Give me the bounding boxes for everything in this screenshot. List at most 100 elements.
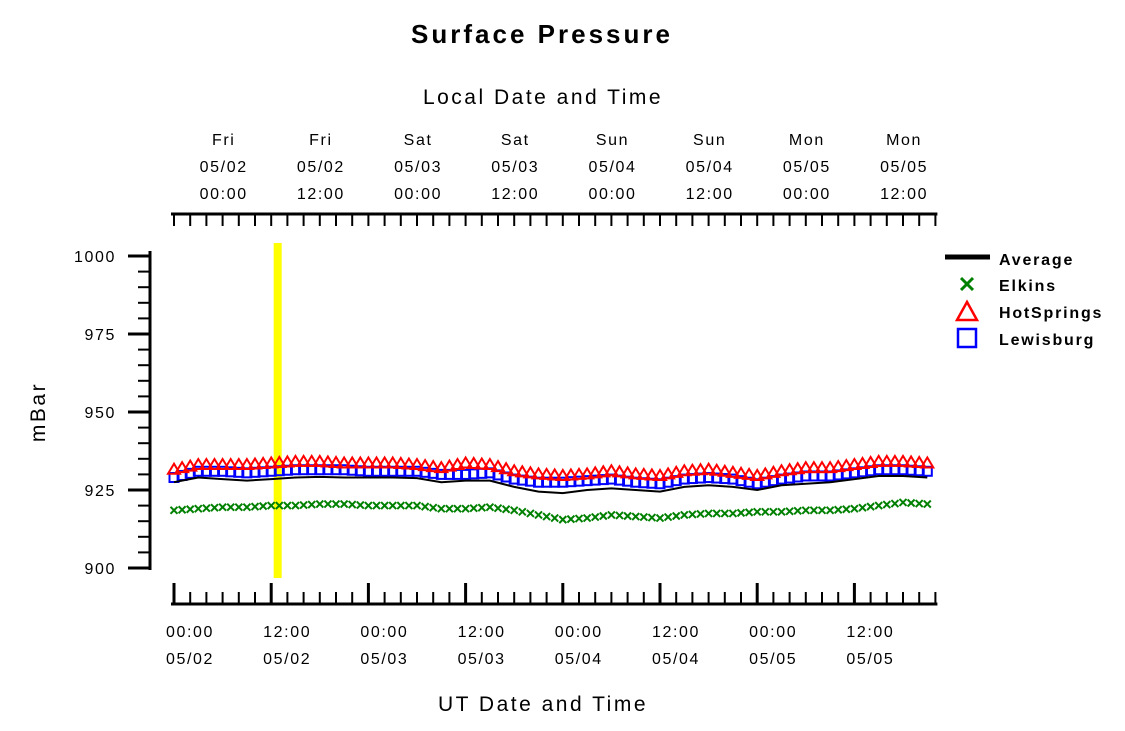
elkins-point bbox=[752, 507, 762, 517]
elkins-point bbox=[558, 515, 568, 524]
hotsprings-point bbox=[239, 457, 255, 471]
elkins-point bbox=[437, 504, 446, 513]
hotsprings-point bbox=[611, 464, 628, 478]
hotsprings-point bbox=[336, 455, 352, 469]
elkins-point bbox=[866, 502, 875, 511]
bottom-tick-date: 05/05 bbox=[846, 651, 894, 668]
hotsprings-point bbox=[287, 453, 304, 467]
bottom-tick-date: 05/02 bbox=[166, 651, 214, 668]
elkins-point bbox=[744, 508, 754, 517]
y-tick-label: 950 bbox=[85, 405, 117, 422]
elkins-point bbox=[307, 500, 316, 509]
elkins-point bbox=[226, 502, 235, 512]
elkins-point bbox=[250, 502, 260, 511]
elkins-point bbox=[234, 502, 244, 512]
top-tick-time: 12:00 bbox=[297, 186, 345, 203]
elkins-point bbox=[453, 504, 462, 513]
bottom-tick-time: 00:00 bbox=[360, 624, 408, 641]
x-axis-title: UT Date and Time bbox=[438, 693, 648, 716]
tick-label-layer: 900 925 950 975 1000 00:00 05/02 12:00 05/02 00:0… bbox=[74, 132, 928, 668]
elkins-point bbox=[202, 503, 211, 513]
elkins-point bbox=[218, 502, 227, 512]
chart-title: Surface Pressure bbox=[411, 19, 673, 49]
elkins-point bbox=[696, 509, 705, 519]
hotsprings-point bbox=[214, 457, 231, 471]
elkins-point bbox=[501, 505, 511, 514]
elkins-point bbox=[923, 499, 932, 509]
hotsprings-point bbox=[417, 458, 433, 472]
bottom-tick-date: 05/05 bbox=[749, 651, 797, 668]
hotsprings-point bbox=[919, 455, 936, 469]
bottom-tick-date: 05/03 bbox=[458, 651, 506, 668]
hotsprings-point bbox=[595, 464, 612, 478]
hotsprings-point bbox=[733, 465, 749, 479]
hotsprings-point bbox=[360, 455, 377, 469]
elkins-point bbox=[299, 500, 308, 510]
hotsprings-point bbox=[457, 455, 474, 469]
elkins-point bbox=[315, 499, 325, 509]
elkins-point bbox=[623, 511, 632, 521]
hotsprings-point bbox=[854, 456, 871, 469]
bottom-tick-time: 12:00 bbox=[458, 624, 506, 641]
elkins-point bbox=[509, 506, 519, 515]
hotsprings-point bbox=[271, 455, 288, 468]
hotsprings-point bbox=[401, 456, 417, 470]
hotsprings-point bbox=[538, 466, 555, 480]
elkins-point bbox=[210, 503, 219, 512]
elkins-point bbox=[534, 510, 543, 520]
elkins-point bbox=[396, 501, 406, 510]
y-axis-title: mBar bbox=[27, 382, 50, 442]
hotsprings-point bbox=[206, 457, 223, 471]
elkins-point bbox=[680, 510, 689, 520]
elkins-point bbox=[850, 504, 859, 513]
y-tick-label: 900 bbox=[85, 561, 117, 578]
hotsprings-point bbox=[603, 463, 620, 477]
legend-elkins-label: Elkins bbox=[999, 278, 1057, 295]
elkins-point bbox=[477, 503, 487, 512]
y-tick-label: 925 bbox=[85, 483, 117, 500]
elkins-point bbox=[833, 505, 843, 514]
elkins-point bbox=[283, 501, 292, 510]
elkins-point bbox=[712, 509, 721, 518]
elkins-point bbox=[242, 502, 252, 512]
hotsprings-point bbox=[506, 463, 522, 477]
hotsprings-point bbox=[490, 459, 506, 473]
top-tick-date: 05/03 bbox=[491, 159, 539, 176]
hotsprings-point bbox=[838, 458, 855, 472]
hotsprings-point bbox=[830, 459, 846, 473]
hotsprings-point bbox=[231, 457, 247, 471]
hotsprings-point bbox=[384, 455, 401, 469]
hotsprings-point bbox=[344, 455, 360, 469]
hotsprings-point bbox=[903, 454, 919, 468]
elkins-point bbox=[493, 503, 503, 513]
elkins-point bbox=[639, 512, 649, 522]
bottom-tick-time: 00:00 bbox=[555, 624, 603, 641]
series-average-line bbox=[173, 475, 928, 495]
hotsprings-point bbox=[320, 454, 336, 468]
hotsprings-point bbox=[514, 464, 531, 478]
hotsprings-point bbox=[474, 456, 490, 470]
hotsprings-point bbox=[465, 456, 482, 469]
highlight-band-layer bbox=[273, 243, 282, 578]
hotsprings-point bbox=[636, 466, 652, 480]
elkins-point bbox=[258, 501, 268, 511]
elkins-point bbox=[858, 503, 867, 512]
top-tick-date: 05/03 bbox=[394, 159, 442, 176]
elkins-point bbox=[769, 507, 778, 517]
top-tick-date: 05/04 bbox=[686, 159, 734, 176]
hotsprings-point bbox=[393, 456, 409, 469]
elkins-point bbox=[331, 499, 341, 509]
elkins-point bbox=[574, 514, 584, 523]
legend: Average Elkins HotSprings Lewisburg bbox=[945, 252, 1103, 349]
legend-elkins-swatch bbox=[959, 276, 975, 292]
legend-hotsprings-label: HotSprings bbox=[999, 305, 1103, 322]
elkins-point bbox=[817, 506, 827, 515]
hotsprings-point bbox=[862, 455, 879, 468]
elkins-point bbox=[266, 501, 276, 510]
hotsprings-point bbox=[684, 462, 701, 476]
elkins-point bbox=[550, 513, 559, 523]
elkins-point bbox=[890, 499, 900, 508]
hotsprings-point bbox=[789, 461, 806, 475]
hotsprings-point bbox=[814, 460, 830, 474]
top-tick-time: 12:00 bbox=[880, 186, 928, 203]
